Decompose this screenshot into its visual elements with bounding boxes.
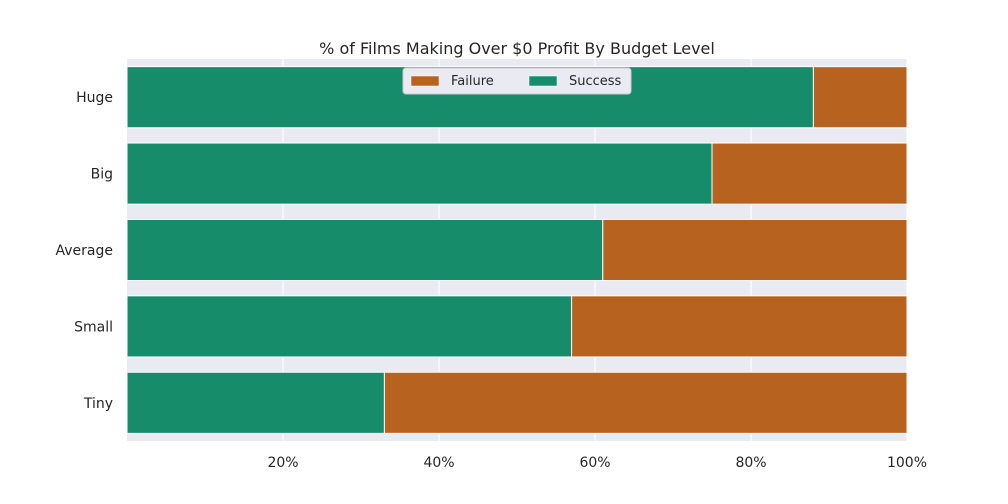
bar-success-average [126, 218, 604, 282]
chart-title: % of Films Making Over $0 Profit By Budg… [319, 39, 715, 58]
legend: Failure Success [402, 67, 632, 95]
bar-failure-average [602, 218, 908, 282]
bar-failure-huge [812, 66, 908, 129]
y-tick-label-huge: Huge [76, 90, 113, 106]
bars [126, 66, 908, 434]
x-axis: 20% 40% 60% 80% 100% [267, 455, 927, 471]
bar-success-big [126, 142, 713, 205]
y-axis: Huge Big Average Small Tiny [56, 90, 114, 412]
x-tick-label-1: 40% [423, 455, 454, 471]
bar-failure-big [711, 142, 908, 205]
x-tick-label-4: 100% [887, 455, 927, 471]
y-tick-label-average: Average [56, 243, 114, 259]
legend-swatch-success [528, 75, 558, 87]
bar-failure-small [571, 295, 908, 358]
y-tick-label-small: Small [74, 319, 113, 335]
legend-label-success: Success [569, 74, 622, 89]
legend-swatch-failure [410, 75, 440, 87]
bar-failure-tiny [383, 371, 908, 434]
y-tick-label-big: Big [91, 167, 113, 183]
legend-box [402, 67, 632, 95]
legend-label-failure: Failure [451, 74, 494, 89]
x-tick-label-3: 80% [735, 455, 766, 471]
bar-success-small [126, 295, 573, 358]
x-tick-label-2: 60% [579, 455, 610, 471]
bar-success-tiny [126, 371, 385, 434]
x-tick-label-0: 20% [267, 455, 298, 471]
y-tick-label-tiny: Tiny [83, 396, 113, 412]
